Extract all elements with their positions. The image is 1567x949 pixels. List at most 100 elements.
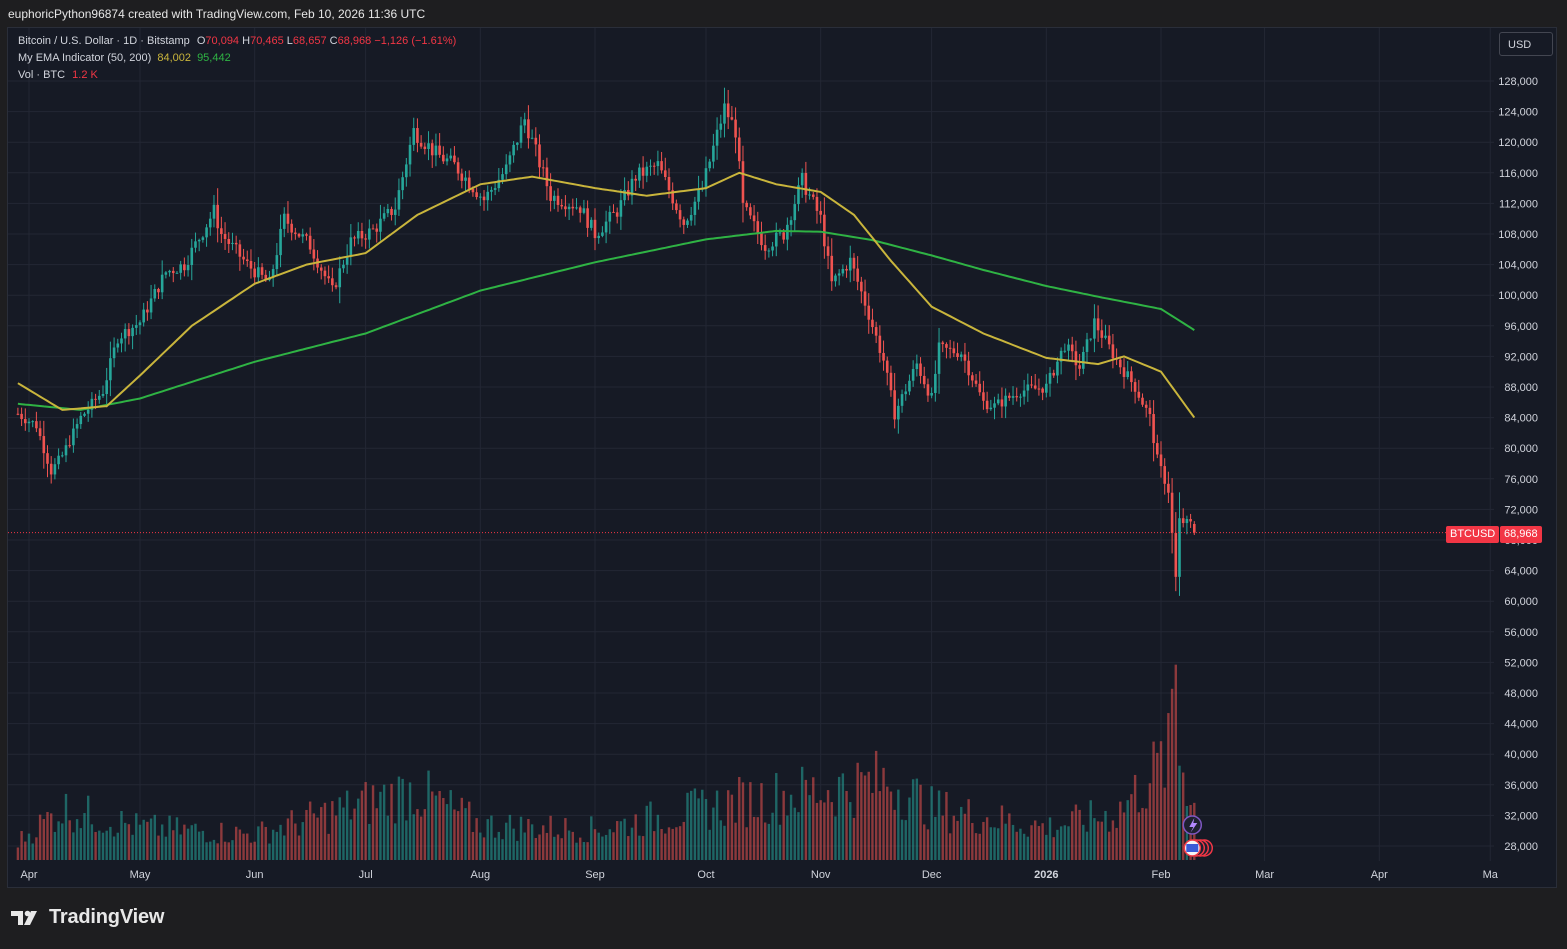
chart-panel[interactable] bbox=[7, 27, 1557, 888]
candle-body bbox=[1156, 443, 1159, 455]
candle-body bbox=[24, 419, 27, 424]
volume-bar bbox=[1048, 817, 1052, 860]
volume-bar bbox=[301, 822, 304, 860]
candle-body bbox=[630, 178, 634, 196]
volume-bar bbox=[275, 831, 279, 860]
candle-body bbox=[934, 373, 937, 393]
candle-body bbox=[60, 455, 64, 457]
candle-body bbox=[797, 185, 800, 205]
tradingview-logo-icon bbox=[11, 908, 43, 928]
candle-body bbox=[852, 257, 856, 269]
volume-bar bbox=[800, 766, 804, 860]
candle-body bbox=[1082, 351, 1085, 369]
currency-button[interactable]: USD bbox=[1499, 32, 1553, 56]
volume-bar bbox=[68, 820, 71, 860]
volume-bar bbox=[394, 823, 397, 860]
candle-body bbox=[737, 137, 741, 162]
candle-body bbox=[719, 123, 723, 130]
volume-bar bbox=[948, 833, 952, 860]
candle-body bbox=[120, 338, 123, 344]
candle-body bbox=[538, 144, 541, 168]
candle-body bbox=[194, 241, 197, 248]
candle-body bbox=[220, 228, 223, 235]
volume-bar bbox=[989, 827, 993, 860]
close-value: 68,968 bbox=[337, 35, 372, 47]
change-value: −1,126 (−1.61%) bbox=[374, 35, 457, 47]
volume-bar bbox=[978, 833, 981, 860]
volume-bar bbox=[16, 847, 20, 860]
volume-bar bbox=[967, 799, 970, 860]
candle-body bbox=[342, 264, 345, 269]
volume-bar bbox=[1011, 824, 1015, 860]
candle-body bbox=[1063, 350, 1067, 352]
candle-body bbox=[430, 143, 434, 156]
volume-bar bbox=[904, 820, 907, 860]
us-flag-icon bbox=[1186, 844, 1199, 852]
volume-bar bbox=[649, 801, 652, 860]
volume-bar bbox=[1108, 831, 1111, 860]
candle-body bbox=[116, 343, 120, 348]
volume-bar bbox=[863, 775, 867, 860]
volume-bar bbox=[320, 807, 323, 860]
volume-bar bbox=[246, 833, 249, 860]
volume-bar bbox=[849, 802, 852, 860]
volume-bar bbox=[79, 828, 82, 860]
volume-bar bbox=[845, 790, 848, 860]
event-markers bbox=[1182, 815, 1214, 857]
candle-body bbox=[867, 305, 871, 320]
candle-body bbox=[749, 207, 752, 216]
candle-body bbox=[837, 273, 841, 276]
candle-body bbox=[871, 319, 874, 328]
price-tick-label: 120,000 bbox=[1498, 137, 1538, 149]
tradingview-logo[interactable]: TradingView bbox=[11, 906, 164, 929]
candle-body bbox=[823, 214, 826, 247]
candle-body bbox=[919, 363, 922, 376]
candle-body bbox=[697, 189, 700, 202]
candle-body bbox=[712, 145, 715, 162]
candle-body bbox=[305, 234, 308, 236]
volume-bar bbox=[1089, 800, 1092, 860]
volume-bar bbox=[760, 783, 763, 860]
candle-body bbox=[841, 268, 845, 274]
volume-bar bbox=[523, 832, 526, 860]
price-tick-label: 104,000 bbox=[1498, 260, 1538, 272]
price-tick-label: 116,000 bbox=[1499, 168, 1538, 180]
volume-bar bbox=[686, 792, 689, 860]
low-label: L bbox=[286, 35, 293, 47]
volume-bar bbox=[49, 813, 53, 860]
volume-bar bbox=[985, 817, 989, 860]
volume-bar bbox=[42, 819, 45, 860]
volume-bar bbox=[434, 795, 438, 860]
volume-bar bbox=[75, 819, 79, 860]
volume-bar bbox=[723, 825, 726, 860]
volume-bar bbox=[1152, 741, 1155, 860]
volume-bar bbox=[560, 838, 563, 860]
candle-body bbox=[497, 179, 501, 189]
volume-bar bbox=[312, 813, 316, 860]
volume-bar bbox=[308, 801, 312, 860]
volume-bar bbox=[297, 835, 301, 860]
volume-bar bbox=[1163, 787, 1166, 860]
candle-body bbox=[874, 327, 878, 336]
volume-bar bbox=[889, 791, 893, 860]
candle-body bbox=[567, 206, 571, 210]
candle-body bbox=[382, 213, 386, 219]
volume-bar bbox=[53, 831, 57, 860]
volume-bar bbox=[545, 832, 549, 860]
candle-body bbox=[260, 267, 264, 275]
volume-bar bbox=[153, 814, 156, 860]
candle-body bbox=[345, 256, 349, 265]
volume-bar bbox=[712, 807, 715, 860]
candle-body bbox=[660, 161, 663, 171]
volume-bar bbox=[1141, 807, 1144, 860]
volume-bar bbox=[1045, 834, 1048, 860]
volume-bar bbox=[608, 829, 611, 860]
candle-body bbox=[993, 403, 996, 408]
volume-bar bbox=[249, 842, 253, 860]
volume-bar bbox=[697, 798, 700, 860]
volume-bar bbox=[416, 809, 419, 860]
candle-body bbox=[856, 268, 859, 282]
candle-body bbox=[331, 278, 334, 286]
volume-bar bbox=[923, 824, 926, 860]
